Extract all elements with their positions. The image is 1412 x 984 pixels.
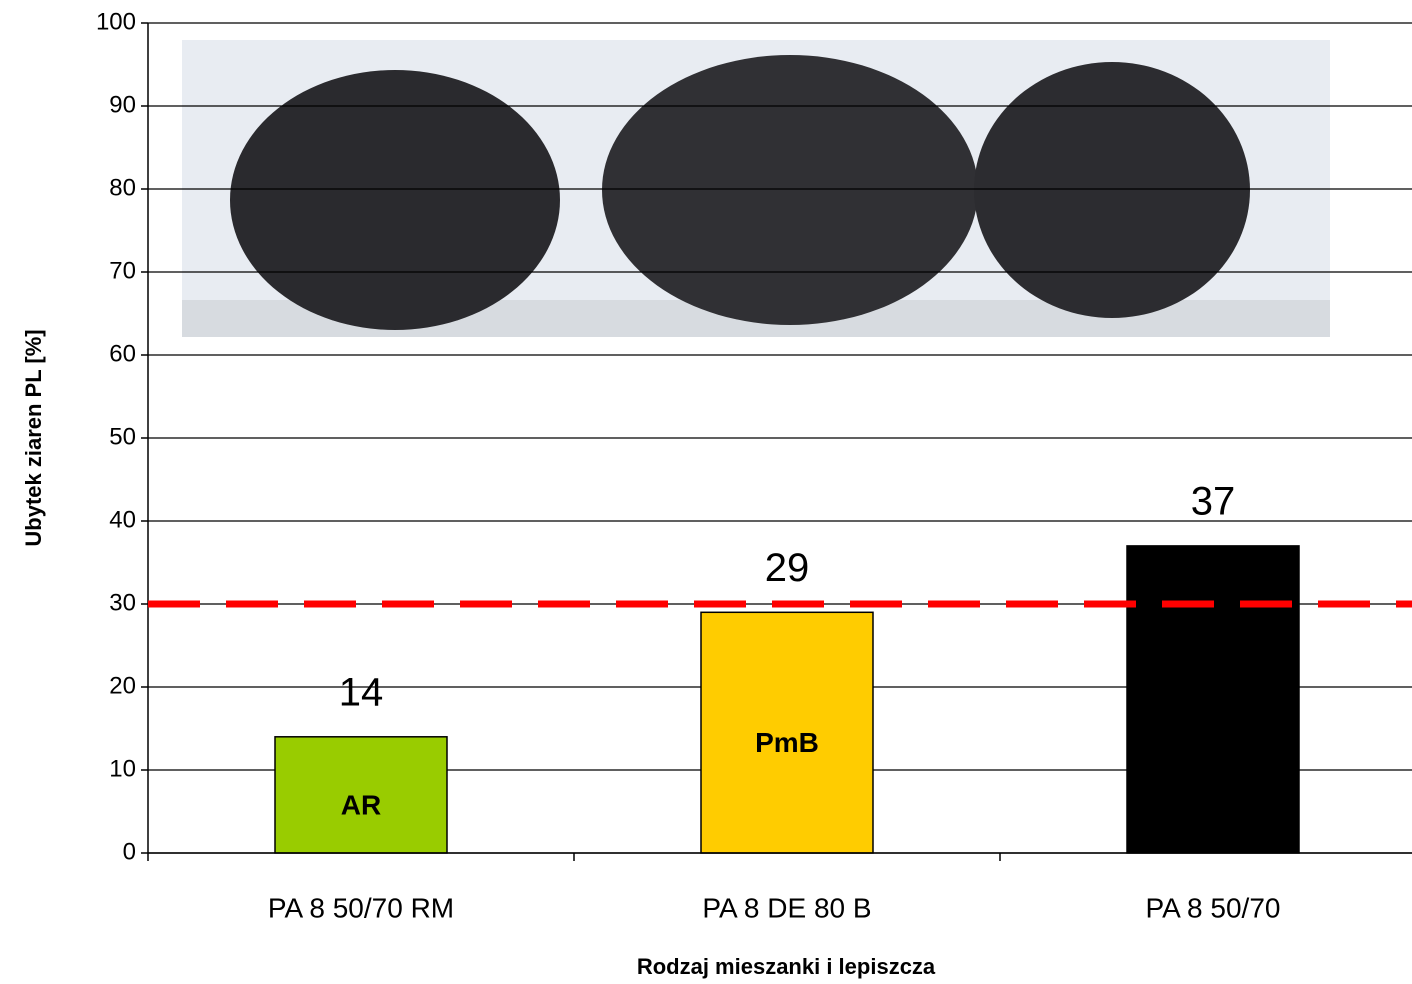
y-tick-label: 50 xyxy=(109,423,136,450)
page: {"chart_data": {"type": "bar", "y_label"… xyxy=(0,0,1412,984)
bar-inner-label: AR xyxy=(341,789,381,820)
y-tick-label: 60 xyxy=(109,340,136,367)
y-tick-label: 10 xyxy=(109,755,136,782)
y-tick-label: 70 xyxy=(109,257,136,284)
y-tick-label: 90 xyxy=(109,91,136,118)
value-label: 14 xyxy=(339,670,384,714)
y-tick-label: 100 xyxy=(96,8,136,35)
y-tick-label: 80 xyxy=(109,174,136,201)
y-tick-label: 20 xyxy=(109,672,136,699)
y-tick-label: 30 xyxy=(109,589,136,616)
x-tick-label: PA 8 DE 80 B xyxy=(702,892,871,923)
bar-inner-label: PmB xyxy=(755,727,819,758)
x-tick-label: PA 8 50/70 xyxy=(1146,892,1281,923)
y-axis-title: Ubytek ziaren PL [%] xyxy=(21,329,46,546)
chart: Ubytek ziaren PL [%] Rodzaj mieszanki i … xyxy=(0,0,1412,984)
x-tick-label: PA 8 50/70 RM xyxy=(268,892,454,923)
value-label: 29 xyxy=(765,546,810,590)
bar-inner-label: 50-70 xyxy=(1177,694,1249,725)
value-label: 37 xyxy=(1191,479,1236,523)
y-tick-label: 0 xyxy=(123,838,136,865)
x-axis-title: Rodzaj mieszanki i lepiszcza xyxy=(637,954,936,979)
y-tick-label: 40 xyxy=(109,506,136,533)
